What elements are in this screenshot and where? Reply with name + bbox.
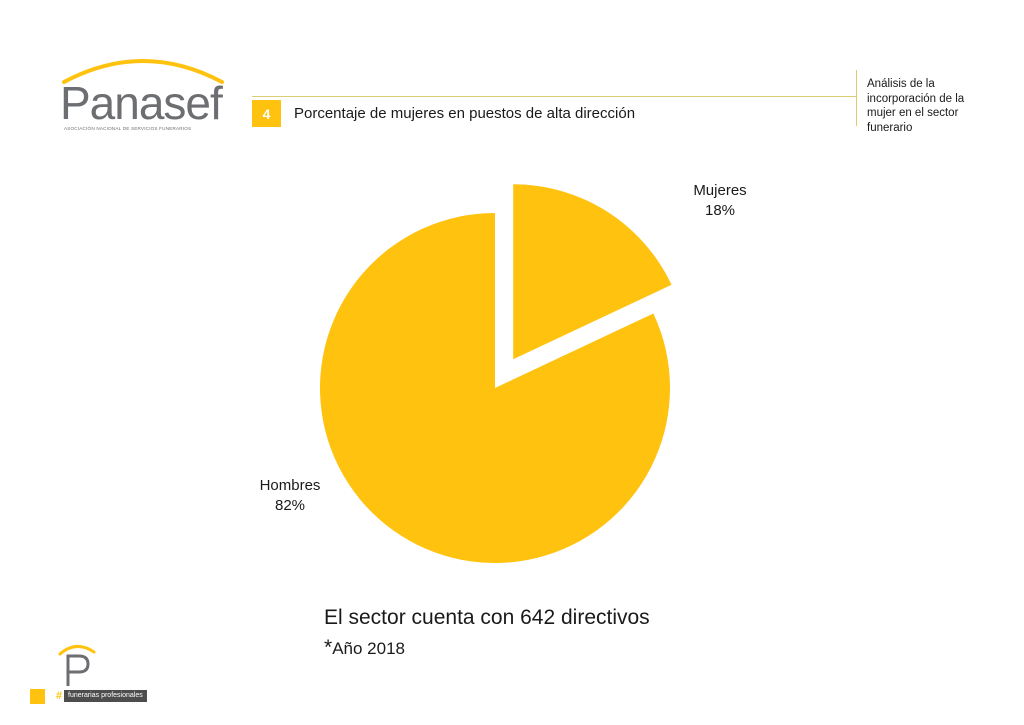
slice-label-hombres-value: 82% <box>274 497 306 514</box>
footer-square <box>30 689 45 704</box>
side-rule <box>856 70 857 126</box>
pie-slice-hombres <box>319 213 670 563</box>
footer-hash: # <box>56 690 63 702</box>
slice-label-mujeres-value: 18% <box>704 202 736 219</box>
summary-text: El sector cuenta con 642 directivos <box>324 606 650 629</box>
logo-tagline: ASOCIACIÓN NACIONAL DE SERVICIOS FUNERAR… <box>64 126 192 131</box>
header-rule <box>252 96 856 97</box>
footer-p-logo-icon <box>58 645 96 686</box>
year-star: * <box>324 636 333 659</box>
pie-slice-mujeres <box>513 184 672 360</box>
year-note: *Año 2018 <box>324 636 405 660</box>
slice-label-hombres-name: Hombres <box>259 477 321 494</box>
logo-arc-icon <box>62 59 224 84</box>
year-text: Año 2018 <box>332 639 405 658</box>
section-number-badge: 4 <box>252 100 281 127</box>
slice-label-hombres: Hombres 82% <box>248 476 332 516</box>
side-note: Análisis de la incorporación de la mujer… <box>867 78 965 134</box>
logo-wordmark: Panasef <box>60 77 223 129</box>
section-title: Porcentaje de mujeres en puestos de alta… <box>294 105 636 122</box>
slice-label-mujeres-name: Mujeres <box>693 182 747 199</box>
footer-tag: funerarias profesionales <box>64 690 147 702</box>
slice-label-mujeres: Mujeres 18% <box>680 181 760 221</box>
panasef-logo: Panasef ASOCIACIÓN NACIONAL DE SERVICIOS… <box>58 52 228 132</box>
